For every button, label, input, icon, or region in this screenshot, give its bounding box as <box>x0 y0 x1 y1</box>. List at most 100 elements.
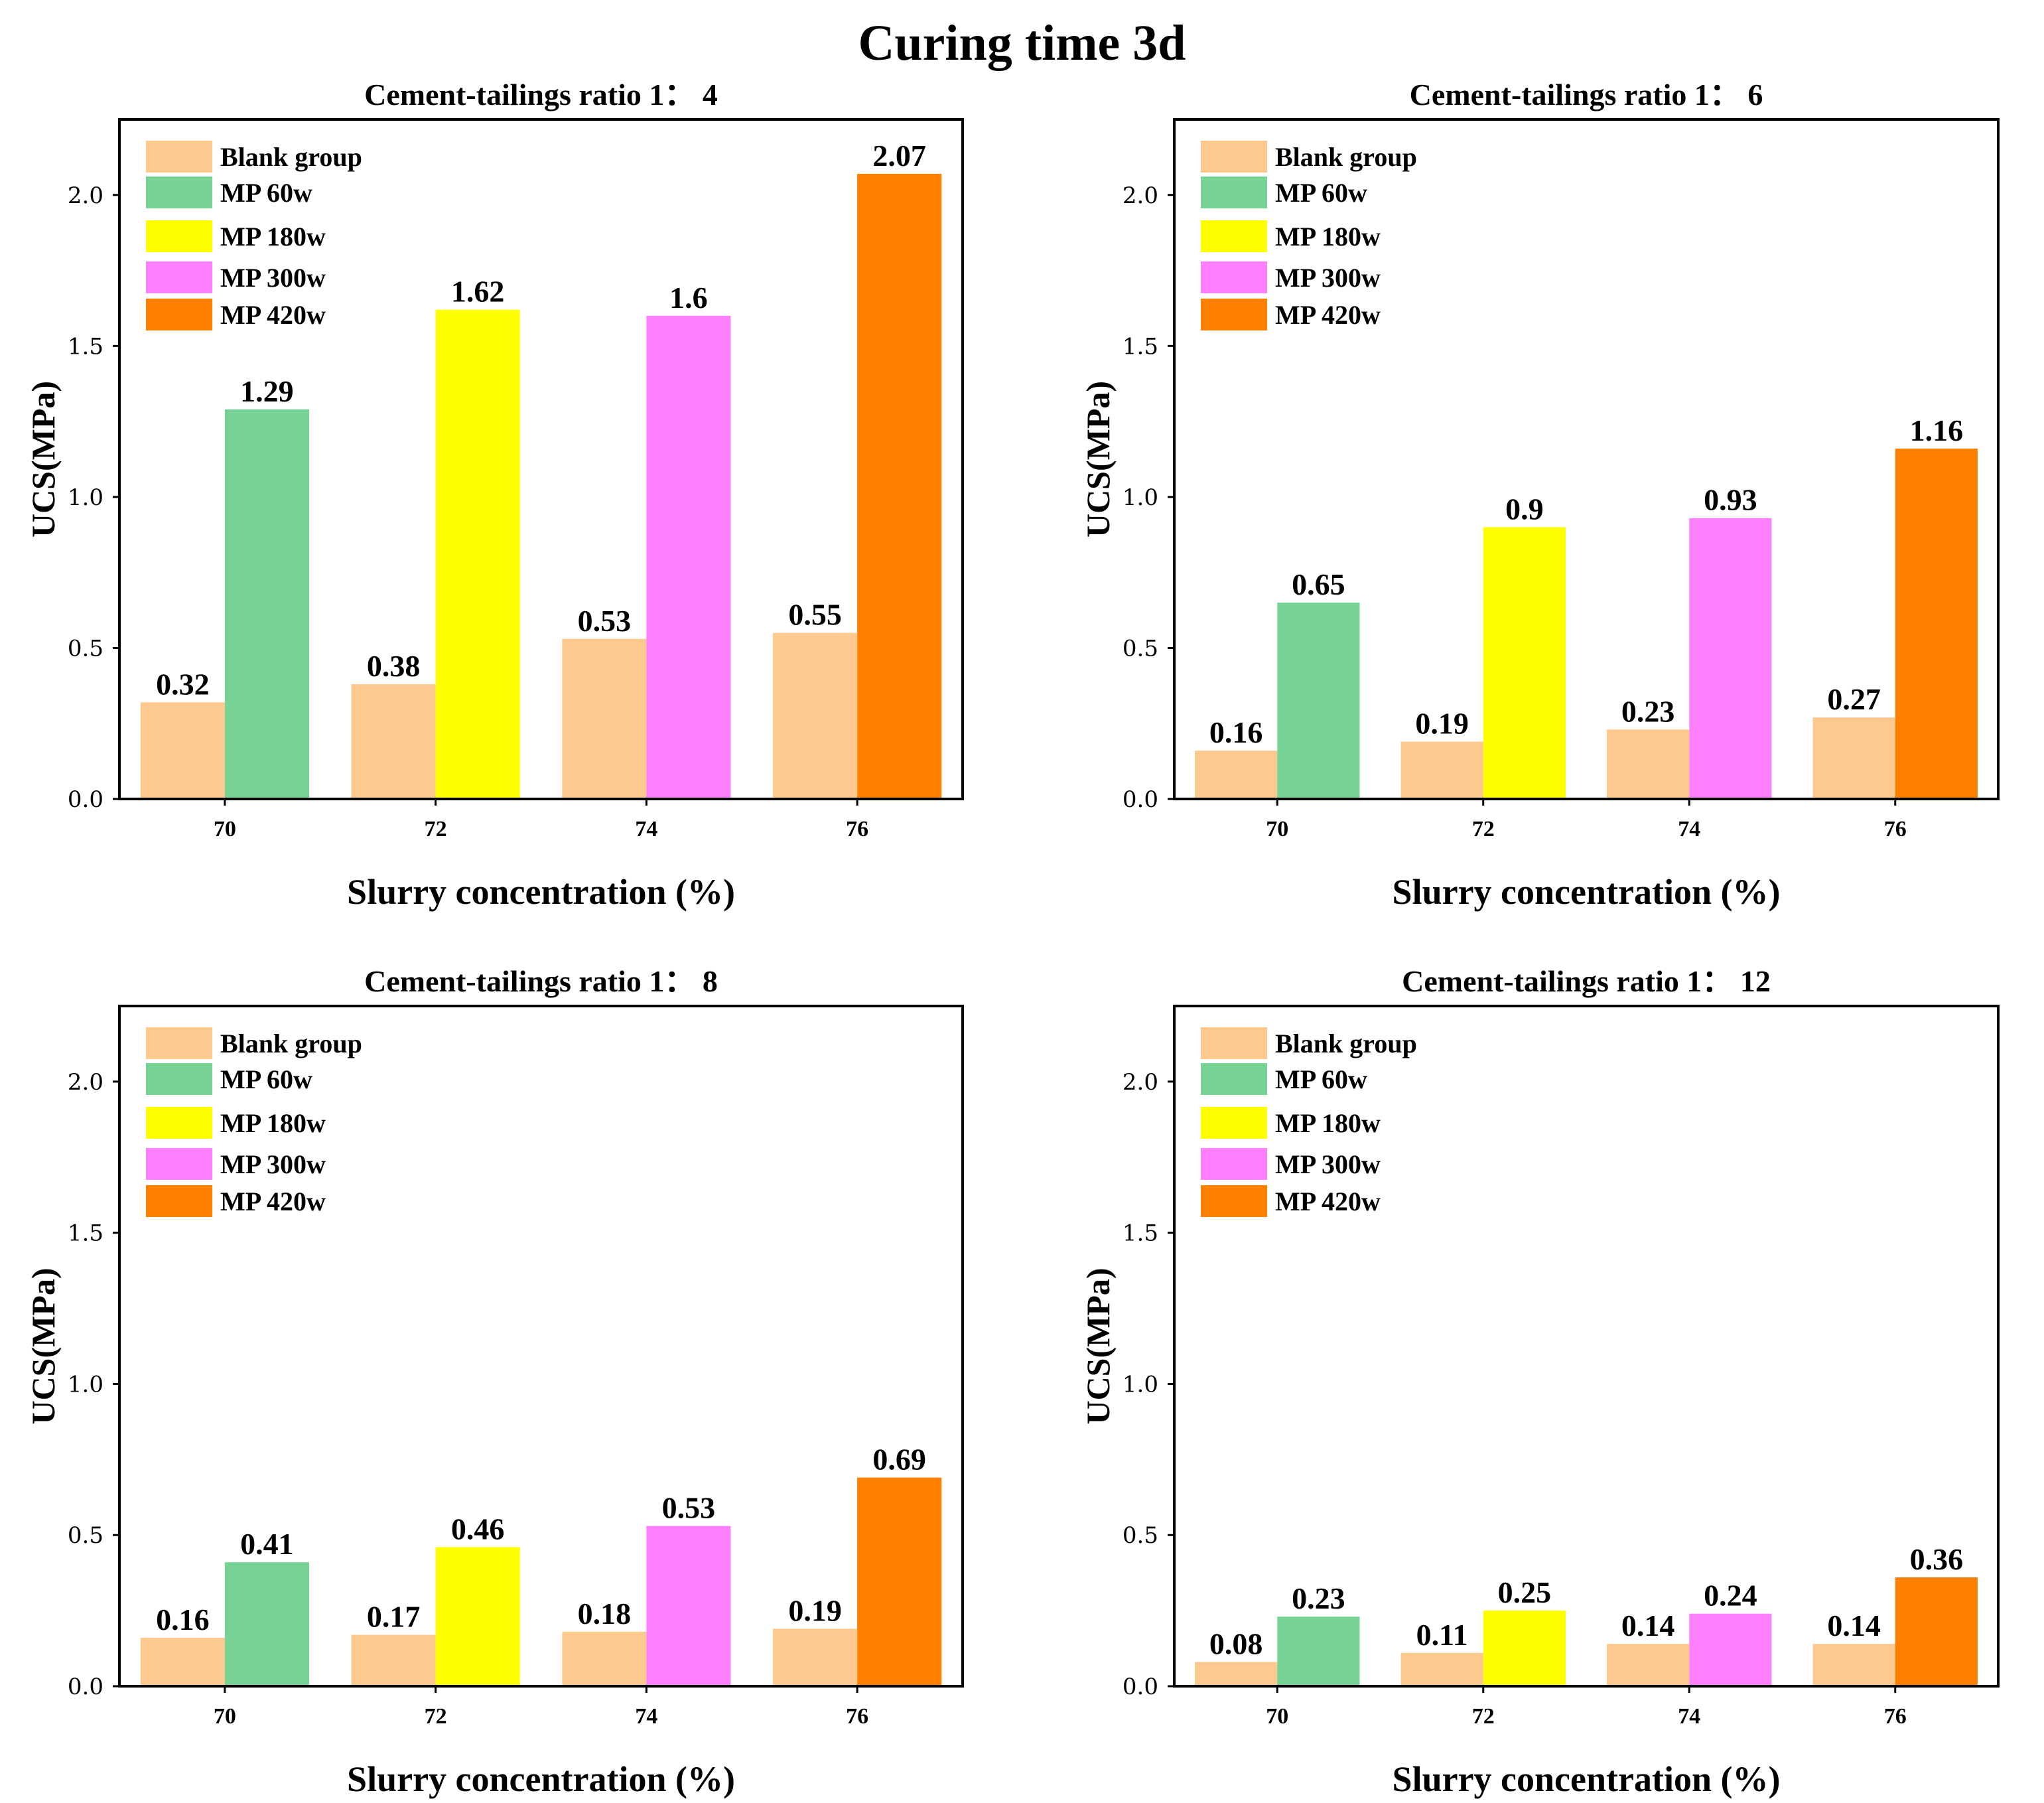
chart2-title: Cement-tailings ratio 1： 6 <box>1410 78 1763 111</box>
chart1-legend-label-3: MP 300w <box>220 263 326 293</box>
chart2-xtick-label-72: 72 <box>1472 817 1495 841</box>
chart4-bar-mp-70 <box>1277 1617 1360 1686</box>
figure-title: Curing time 3d <box>858 15 1186 71</box>
chart1-bar-blank-76 <box>773 632 858 799</box>
chart1-label-mp-74: 1.6 <box>669 281 708 315</box>
chart1-ytick-label-0.0: 0.0 <box>68 786 103 813</box>
chart4-label-blank-70: 0.08 <box>1209 1627 1263 1661</box>
chart1-bar-mp-72 <box>435 309 520 800</box>
chart3-xtick-label-72: 72 <box>425 1704 447 1729</box>
chart4-legend-label-0: Blank group <box>1275 1029 1417 1058</box>
chart1-bar-blank-74 <box>562 638 647 799</box>
chart4-legend-label-3: MP 300w <box>1275 1149 1381 1179</box>
chart1-legend-swatch-4 <box>146 299 212 330</box>
chart3-bar-mp-70 <box>224 1562 309 1686</box>
chart2-legend-label-0: Blank group <box>1275 142 1417 172</box>
chart2-label-blank-76: 0.27 <box>1827 682 1881 716</box>
chart4-legend-swatch-1 <box>1201 1063 1267 1095</box>
chart4-label-blank-72: 0.11 <box>1416 1618 1468 1652</box>
chart1-xtick-label-74: 74 <box>635 817 657 841</box>
chart3-bar-blank-74 <box>562 1632 647 1686</box>
chart1-legend-label-1: MP 60w <box>220 178 312 208</box>
chart1-bar-mp-76 <box>857 173 942 799</box>
chart1-xtick-label-76: 76 <box>846 817 868 841</box>
chart1-label-mp-72: 1.62 <box>451 275 505 309</box>
chart3-label-mp-74: 0.53 <box>662 1491 716 1525</box>
chart2-legend-label-2: MP 180w <box>1275 222 1381 252</box>
chart1-legend-swatch-2 <box>146 220 212 252</box>
chart3-legend-swatch-4 <box>146 1185 212 1217</box>
chart2-xtick-label-74: 74 <box>1678 817 1700 841</box>
chart1-label-blank-74: 0.53 <box>578 604 632 638</box>
chart4-title: Cement-tailings ratio 1： 12 <box>1402 964 1771 998</box>
chart3-ytick-label-0.0: 0.0 <box>68 1674 103 1700</box>
chart2-ytick-label-0.0: 0.0 <box>1123 786 1158 813</box>
chart1-legend-label-4: MP 420w <box>220 300 326 330</box>
chart1-xtick-label-70: 70 <box>214 817 236 841</box>
chart2-bar-blank-76 <box>1812 717 1895 799</box>
chart3-label-blank-72: 0.17 <box>367 1600 421 1634</box>
chart2-legend-label-1: MP 60w <box>1275 178 1367 208</box>
chart3-legend-label-3: MP 300w <box>220 1149 326 1179</box>
chart4-legend-label-4: MP 420w <box>1275 1187 1381 1216</box>
chart4-label-mp-70: 0.23 <box>1292 1581 1345 1615</box>
chart2-bar-mp-72 <box>1483 527 1566 799</box>
chart1-legend-swatch-1 <box>146 177 212 208</box>
chart3-bar-blank-72 <box>351 1634 436 1686</box>
chart2-ytick-label-1.5: 1.5 <box>1123 333 1158 360</box>
chart2-xtick-label-76: 76 <box>1884 817 1907 841</box>
chart2-label-mp-74: 0.93 <box>1704 483 1757 517</box>
chart4-legend-swatch-0 <box>1201 1027 1267 1059</box>
chart1-label-mp-76: 2.07 <box>872 139 926 173</box>
chart1-ytick-label-0.5: 0.5 <box>68 635 103 662</box>
chart4-legend-swatch-3 <box>1201 1148 1267 1180</box>
chart1-label-blank-76: 0.55 <box>788 598 842 632</box>
chart4-label-mp-72: 0.25 <box>1498 1575 1552 1609</box>
chart3-xlabel: Slurry concentration (%) <box>347 1759 735 1799</box>
chart2-label-blank-70: 0.16 <box>1209 715 1263 749</box>
chart3-legend-swatch-3 <box>146 1148 212 1180</box>
chart2-label-mp-72: 0.9 <box>1505 492 1544 526</box>
chart4-ytick-label-2.0: 2.0 <box>1123 1069 1158 1096</box>
chart4-xlabel: Slurry concentration (%) <box>1393 1759 1781 1799</box>
chart4-legend-label-2: MP 180w <box>1275 1108 1381 1138</box>
chart2-legend-swatch-3 <box>1201 261 1267 293</box>
chart4-xtick-label-76: 76 <box>1884 1704 1907 1729</box>
chart3-bar-blank-70 <box>140 1638 225 1686</box>
chart2-bar-mp-76 <box>1895 449 1978 799</box>
chart3-bar-mp-74 <box>646 1526 731 1686</box>
chart2-label-blank-72: 0.19 <box>1415 707 1469 741</box>
chart4-ytick-label-1.0: 1.0 <box>1123 1371 1158 1398</box>
chart3-legend-swatch-0 <box>146 1027 212 1059</box>
chart1-xlabel: Slurry concentration (%) <box>347 872 735 912</box>
chart2-bar-mp-74 <box>1689 518 1772 799</box>
chart3-legend-label-1: MP 60w <box>220 1064 312 1094</box>
chart1-label-blank-70: 0.32 <box>156 667 210 701</box>
chart2-label-blank-74: 0.23 <box>1621 694 1675 728</box>
chart4-ytick-label-1.5: 1.5 <box>1123 1220 1158 1247</box>
chart1-bar-mp-74 <box>646 315 731 799</box>
chart3-bar-blank-76 <box>773 1628 858 1686</box>
chart2-bar-blank-72 <box>1400 741 1483 799</box>
chart1-bar-mp-70 <box>224 409 309 799</box>
chart1-ytick-label-1.0: 1.0 <box>68 484 103 511</box>
chart4-legend-swatch-4 <box>1201 1185 1267 1217</box>
chart3-legend-label-0: Blank group <box>220 1029 362 1058</box>
chart2-ylabel: UCS(MPa) <box>1079 381 1117 538</box>
chart1-title: Cement-tailings ratio 1： 4 <box>364 78 718 111</box>
chart4-bar-mp-76 <box>1895 1577 1978 1686</box>
chart3-xtick-label-76: 76 <box>846 1704 868 1729</box>
chart2-xlabel: Slurry concentration (%) <box>1393 872 1781 912</box>
chart4-legend-label-1: MP 60w <box>1275 1064 1367 1094</box>
chart4-label-blank-74: 0.14 <box>1621 1609 1675 1642</box>
chart2-legend-swatch-2 <box>1201 220 1267 252</box>
chart2-ytick-label-0.5: 0.5 <box>1123 635 1158 662</box>
chart4-bar-mp-74 <box>1689 1613 1772 1686</box>
chart1-ylabel: UCS(MPa) <box>25 381 62 538</box>
chart2-plot-frame <box>1173 118 2000 800</box>
chart3-label-mp-72: 0.46 <box>451 1512 505 1546</box>
chart4-bar-blank-70 <box>1195 1662 1278 1686</box>
chart1-label-blank-72: 0.38 <box>367 649 421 683</box>
chart2-legend-label-3: MP 300w <box>1275 263 1381 293</box>
